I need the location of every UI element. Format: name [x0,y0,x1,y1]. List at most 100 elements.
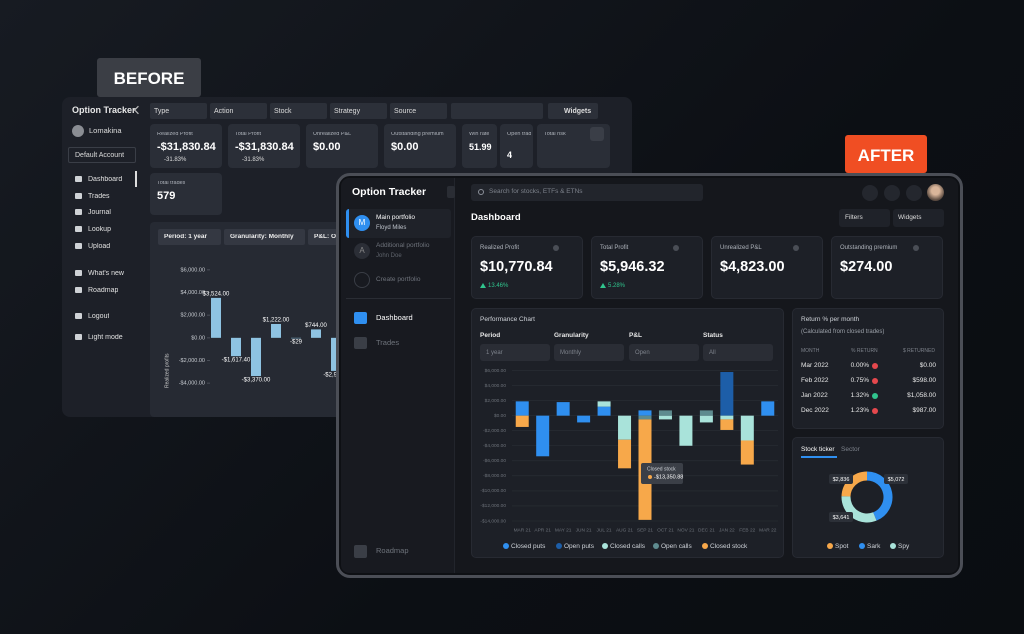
stat-card [306,124,378,168]
filter-dropdown[interactable] [390,103,447,119]
badge-text: BEFORE [113,68,185,88]
widgets-label: Widgets [898,213,922,221]
stat-change: 13.46% [488,283,509,289]
value-label-box [884,474,908,484]
sidebar-divider [346,298,451,299]
filter-dropdown[interactable] [150,103,207,119]
cell-return: 0.00% [850,361,869,369]
nav-icon [75,176,82,182]
stat-value: $0.00 [391,141,419,153]
widgets-button[interactable] [548,103,598,119]
grid-button[interactable] [590,127,604,141]
y-tick-label: -$10,000.00 [480,488,506,494]
portfolio-name: Additional portfolio [376,241,430,249]
x-tick-label: JAN 22 [719,527,735,533]
value-label: -$3,370.00 [242,378,271,384]
header-icon[interactable] [906,185,922,201]
bar [271,323,281,338]
collapse-button[interactable] [447,186,455,198]
filter-dropdown[interactable] [330,103,387,119]
y-tick-label: -$14,000.00 [480,518,506,524]
filter-label: Strategy [334,107,361,115]
legend-swatch [827,543,833,549]
bar-segment [699,415,713,423]
badge-text: AFTER [857,145,915,165]
x-tick-label: NOV 21 [677,527,694,533]
control-label: Status [703,331,723,339]
cell-month: Jan 2022 [801,391,828,399]
control-label: Granularity [554,331,589,339]
tab: Stock ticker [801,445,835,453]
tooltip [641,463,683,484]
x-tick-label: JUL 21 [597,527,612,533]
portfolio-owner: Floyd Miles [376,225,407,231]
bar-segment [658,415,672,420]
returns-panel [792,308,944,429]
chart-control[interactable] [224,229,305,245]
add-portfolio-icon[interactable] [354,272,370,288]
header-icon[interactable] [862,185,878,201]
legend-swatch [556,543,562,549]
x-tick-label: MAY 21 [555,527,572,533]
filters-button[interactable] [839,209,890,227]
control-dropdown[interactable] [554,344,624,361]
nav-icon [354,312,367,324]
nav-icon [75,270,82,276]
portfolio-initial: A [359,246,365,255]
nav-item: Dashboard [88,175,123,183]
value-label: $5,072 [888,477,905,483]
tooltip-value: -$13,350.88 [654,474,683,480]
x-tick-label: AUG 21 [616,527,633,533]
status-dot [872,363,878,369]
stat-value: 579 [157,190,176,202]
stat-label: Outstanding premium [391,132,444,138]
nav-icon [75,193,82,199]
before-badge [97,58,201,97]
info-icon [673,245,679,251]
legend-swatch [653,543,659,549]
nav-icon [354,337,367,349]
filter-dropdown[interactable] [270,103,327,119]
donut-segment [866,471,893,521]
nav-icon [75,243,82,249]
value-label: -$29 [290,340,303,346]
control-dropdown[interactable] [703,344,773,361]
chart-control[interactable] [158,229,221,245]
cell-return: 1.23% [850,406,869,414]
filter-dropdown[interactable] [210,103,267,119]
search-box[interactable] [471,184,703,201]
control-label: P&L [629,331,642,339]
stat-label: Total trades [157,181,186,187]
widgets-button[interactable] [893,209,944,227]
bar-segment [720,419,734,430]
stat-value: $4,823.00 [720,258,785,275]
stat-change: -31.83% [242,157,265,163]
control-dropdown[interactable] [629,344,699,361]
filter-label: Source [394,107,417,115]
bar-segment [618,439,632,469]
legend-label: Open calls [661,543,692,550]
filter-label: Type [154,107,170,115]
info-icon [793,245,799,251]
cell-returned: $1,058.00 [907,391,936,399]
stat-card [384,124,456,168]
nav-item: Journal [88,208,111,216]
bar [231,337,241,357]
app-title: Option Tracker [352,185,427,198]
nav-item: Trades [376,338,400,348]
y-tick-label: -$12,000.00 [480,503,506,509]
control-value: 1 year [486,349,503,356]
info-icon [553,245,559,251]
account-select[interactable] [68,147,136,163]
stat-card [711,236,823,299]
stat-card [591,236,703,299]
y-tick-label: -$2,000.00 [179,358,205,364]
portfolio-initial: M [358,218,366,227]
avatar[interactable] [927,184,944,201]
date-range[interactable] [451,103,543,119]
search-placeholder: Search for stocks, ETFs & ETNs [489,188,583,196]
header-icon[interactable] [884,185,900,201]
legend-swatch [859,543,865,549]
control-dropdown[interactable] [480,344,550,361]
